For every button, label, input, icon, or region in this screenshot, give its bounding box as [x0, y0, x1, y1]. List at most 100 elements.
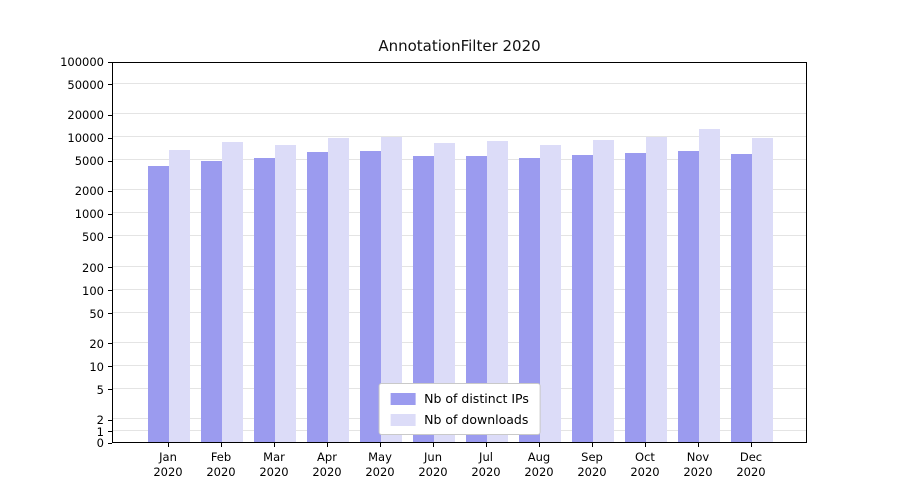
y-tick-mark: [108, 442, 112, 444]
y-tick-mark: [108, 190, 112, 192]
gridline: [113, 288, 806, 290]
y-tick-label: 5000: [74, 154, 104, 169]
gridline: [113, 265, 806, 267]
y-tick-mark: [108, 137, 112, 139]
bar-downloads: [381, 137, 402, 442]
y-tick-label: 1: [96, 424, 104, 439]
x-tick-mark: [644, 443, 646, 447]
bar-distinct-ips: [678, 150, 699, 442]
y-tick-label: 100: [82, 283, 104, 298]
chart-title: AnnotationFilter 2020: [378, 37, 541, 55]
bar-downloads: [222, 142, 243, 442]
x-tick-label: Jun 2020: [418, 450, 448, 479]
bar-downloads: [169, 150, 190, 442]
x-tick-label: Feb 2020: [206, 450, 236, 479]
legend-swatch-downloads: [390, 413, 416, 426]
y-tick-mark: [108, 160, 112, 162]
y-tick-label: 10000: [67, 131, 104, 146]
gridline: [113, 82, 806, 84]
y-tick-label: 10: [89, 359, 104, 374]
y-tick-label: 0: [96, 436, 104, 450]
x-tick-label: Aug 2020: [524, 450, 554, 479]
bar-distinct-ips: [413, 155, 434, 442]
y-tick-label: 5: [96, 382, 104, 397]
bar-distinct-ips: [360, 151, 381, 442]
legend-swatch-distinct-ips: [390, 392, 416, 405]
bar-downloads: [328, 137, 349, 442]
x-tick-label: Jul 2020: [471, 450, 501, 479]
x-tick-label: Dec 2020: [736, 450, 766, 479]
y-tick-label: 200: [82, 260, 104, 275]
bar-downloads: [275, 145, 296, 442]
bar-downloads: [752, 137, 773, 442]
bar-distinct-ips: [519, 157, 540, 442]
x-tick-mark: [697, 443, 699, 447]
gridline: [113, 113, 806, 115]
x-tick-label: Jan 2020: [153, 450, 183, 479]
x-tick-mark: [591, 443, 593, 447]
y-tick-mark: [108, 213, 112, 215]
legend-item-distinct-ips: Nb of distinct IPs: [390, 391, 529, 406]
y-tick-mark: [108, 236, 112, 238]
bar-downloads: [434, 143, 455, 442]
y-tick-mark: [108, 61, 112, 63]
y-tick-mark: [108, 290, 112, 292]
bar-distinct-ips: [572, 155, 593, 442]
bar-downloads: [540, 145, 561, 442]
y-tick-mark: [108, 267, 112, 269]
y-tick-label: 500: [82, 230, 104, 245]
bar-distinct-ips: [201, 160, 222, 442]
bar-distinct-ips: [625, 153, 646, 442]
y-tick-mark: [108, 343, 112, 345]
y-tick-mark: [108, 313, 112, 314]
y-tick-label: 1000: [74, 207, 104, 222]
x-tick-mark: [220, 443, 222, 447]
gridline: [113, 341, 806, 343]
x-tick-label: Mar 2020: [259, 450, 289, 479]
y-tick-mark: [108, 114, 112, 116]
gridline: [113, 159, 806, 161]
x-tick-mark: [750, 443, 752, 447]
y-tick-mark: [108, 419, 112, 421]
plot-area: Nb of distinct IPs Nb of downloads: [112, 62, 807, 443]
y-tick-label: 100000: [60, 55, 104, 69]
y-tick-mark: [108, 389, 112, 391]
y-tick-label: 50000: [67, 77, 104, 92]
gridline: [113, 311, 806, 313]
x-tick-label: Nov 2020: [683, 450, 713, 479]
x-tick-mark: [379, 443, 381, 447]
bar-downloads: [699, 128, 720, 442]
bar-distinct-ips: [466, 155, 487, 442]
gridline: [113, 189, 806, 191]
bar-distinct-ips: [254, 158, 275, 442]
bar-distinct-ips: [307, 152, 328, 442]
bar-distinct-ips: [731, 154, 752, 442]
bar-downloads: [593, 139, 614, 442]
y-tick-label: 50: [89, 306, 104, 321]
y-tick-label: 20000: [67, 108, 104, 123]
legend-label-downloads: Nb of downloads: [424, 412, 529, 427]
bar-downloads: [487, 141, 508, 442]
y-tick-mark: [108, 84, 112, 86]
y-tick-label: 2000: [74, 184, 104, 199]
y-tick-label: 2: [96, 413, 104, 427]
gridline: [113, 136, 806, 138]
x-tick-label: Oct 2020: [630, 450, 660, 479]
x-tick-mark: [485, 443, 487, 447]
x-tick-label: May 2020: [365, 450, 395, 479]
x-tick-label: Apr 2020: [312, 450, 342, 479]
legend-label-distinct-ips: Nb of distinct IPs: [424, 391, 529, 406]
bar-downloads: [646, 137, 667, 442]
gridline: [113, 235, 806, 237]
y-tick-mark: [108, 431, 112, 432]
gridline: [113, 364, 806, 366]
x-tick-mark: [326, 443, 328, 447]
legend-item-downloads: Nb of downloads: [390, 412, 529, 427]
gridline: [113, 212, 806, 214]
x-tick-mark: [273, 443, 275, 447]
x-tick-mark: [538, 443, 540, 447]
legend: Nb of distinct IPs Nb of downloads: [378, 383, 541, 435]
x-tick-mark: [167, 443, 169, 447]
x-tick-mark: [432, 443, 434, 447]
